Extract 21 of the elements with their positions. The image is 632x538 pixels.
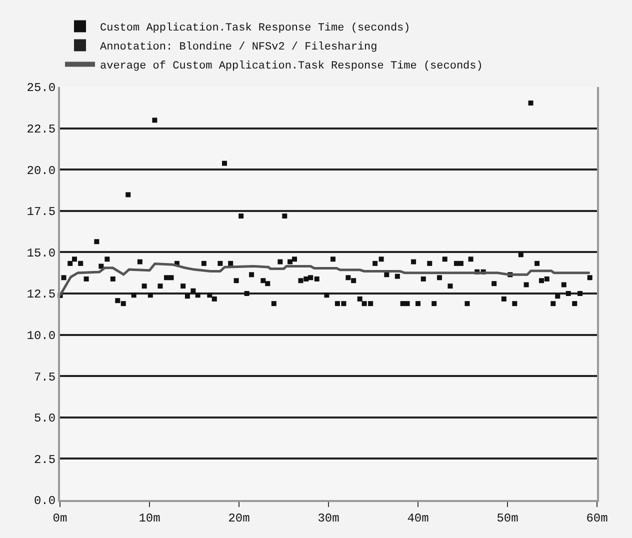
x-tick-label: 20m — [228, 511, 250, 526]
y-tick-label: 2.5 — [34, 452, 56, 467]
y-tick-label: 5.0 — [34, 412, 56, 426]
y-tick-label: 17.5 — [26, 205, 56, 220]
y-tick-label: 20.0 — [26, 164, 56, 178]
x-tick-label: 40m — [407, 511, 429, 526]
y-tick-label: 10.0 — [26, 329, 56, 343]
y-tick-label: 0.0 — [34, 494, 56, 508]
x-tick-label: 10m — [138, 511, 160, 526]
y-tick-label: 12.5 — [26, 288, 56, 302]
y-tick-label: 7.5 — [34, 370, 56, 384]
y-tick-label: 15.0 — [26, 246, 56, 260]
y-tick-label: 25.0 — [26, 81, 56, 96]
x-tick-label: 30m — [318, 511, 340, 526]
x-tick-label: 0m — [52, 511, 68, 526]
legend-label: Custom Application.Task Response Time (seconds) — [100, 22, 410, 35]
x-tick-label: 50m — [496, 511, 518, 526]
legend-label: average of Custom Application.Task Response Time (seconds) — [100, 60, 483, 73]
x-tick-label: 60m — [586, 511, 608, 526]
legend-label: Annotation: Blondine / NFSv2 / Filesharing — [100, 42, 378, 54]
y-tick-label: 22.5 — [26, 122, 56, 136]
